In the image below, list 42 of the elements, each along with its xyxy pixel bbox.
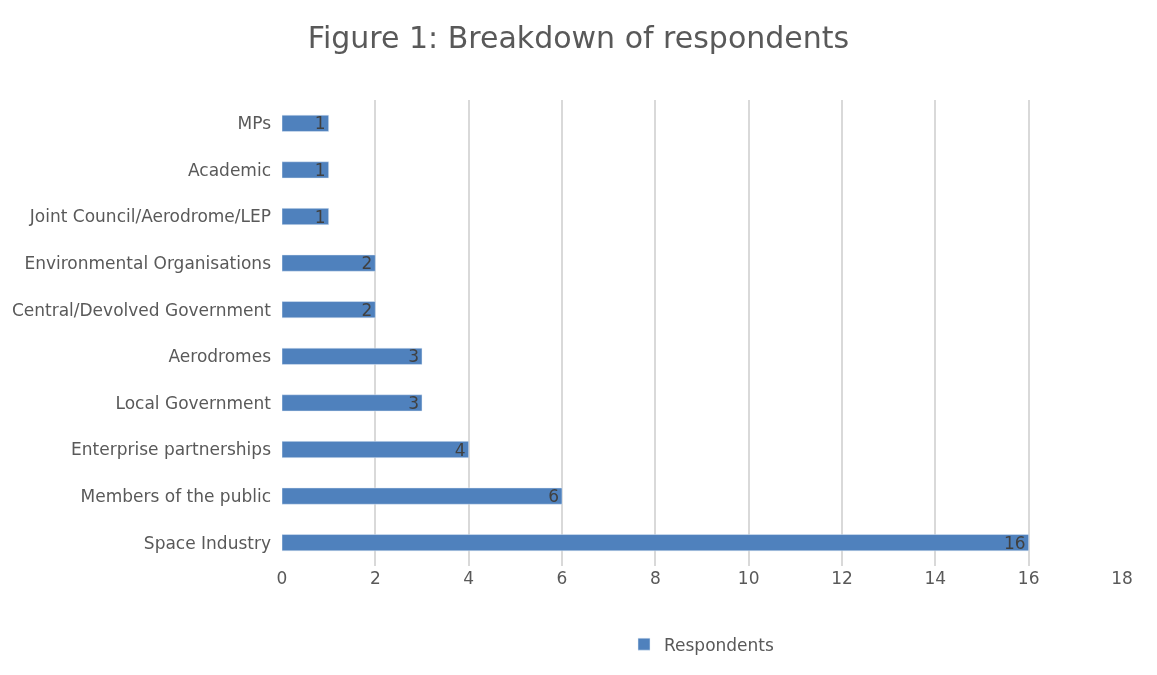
x-tick-label: 2 [369,568,381,588]
legend-label: Respondents [664,634,775,655]
x-tick-label: 8 [649,568,661,588]
y-tick-label: Central/Devolved Government [11,299,272,320]
x-tick-label: 16 [1017,568,1040,588]
bar [282,161,329,179]
x-tick-label: 6 [556,568,568,588]
data-label: 2 [361,253,373,274]
y-tick-label: Enterprise partnerships [71,439,272,460]
bar [282,534,1029,552]
y-tick-label: Joint Council/Aerodrome/LEP [28,206,271,227]
data-label: 4 [454,439,466,460]
x-tick-label: 4 [463,568,475,588]
data-label: 16 [1004,532,1026,553]
bar [282,208,329,225]
data-label: 3 [408,392,419,413]
y-tick-label: Academic [188,159,271,180]
chart-title: Figure 1: Breakdown of respondents [307,20,850,55]
x-tick-label: 12 [831,568,853,588]
data-label: 1 [314,159,326,180]
y-tick-label: Aerodromes [168,346,272,367]
y-tick-label: Environmental Organisations [24,253,272,274]
data-label: 1 [314,206,326,227]
x-tick-label: 10 [737,568,760,588]
y-tick-label: Local Government [115,392,272,413]
data-label: 1 [314,113,326,134]
bar [282,441,469,458]
bar [282,487,563,505]
bar [282,114,329,132]
bar [282,394,423,412]
data-label: 6 [548,486,559,507]
bar [282,301,376,319]
x-tick-label: 14 [924,568,947,588]
y-tick-label: MPs [237,113,272,134]
data-label: 3 [408,346,419,367]
data-label: 2 [361,299,373,320]
bar [282,347,423,365]
x-tick-label: 0 [276,568,288,588]
y-tick-label: Members of the public [80,486,271,507]
y-tick-label: Space Industry [143,532,271,553]
bar [282,254,376,272]
x-tick-label: 18 [1111,568,1133,588]
